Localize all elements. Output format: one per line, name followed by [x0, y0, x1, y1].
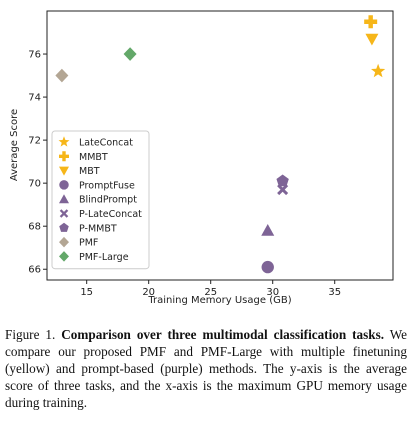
- legend-marker: [59, 194, 69, 204]
- point-p-lateconcat: [277, 184, 289, 196]
- caption-prefix: Figure 1.: [5, 327, 56, 342]
- y-tick-label: 68: [28, 222, 41, 233]
- caption-bold: Comparison over three multimodal classif…: [61, 327, 385, 342]
- y-tick-label: 72: [28, 136, 41, 147]
- y-tick-label: 70: [28, 179, 41, 190]
- point-pmf: [55, 68, 69, 83]
- point-blindprompt: [261, 224, 275, 236]
- legend-label: P-LateConcat: [79, 209, 142, 220]
- point-mmbt: [364, 15, 378, 29]
- legend-label: BlindPrompt: [79, 195, 137, 206]
- legend-marker: [59, 251, 69, 262]
- x-tick-label: 35: [328, 287, 341, 298]
- legend-label: LateConcat: [79, 138, 133, 149]
- y-tick-label: 76: [28, 50, 41, 61]
- legend-marker: [59, 222, 69, 232]
- figure-caption: Figure 1. Comparison over three multimod…: [5, 326, 407, 411]
- legend-marker: [59, 180, 69, 190]
- point-p-mmbt: [276, 174, 289, 187]
- legend-label: MBT: [79, 166, 100, 177]
- x-tick-label: 30: [266, 287, 279, 298]
- y-axis-label: Average Score: [9, 109, 20, 181]
- legend-label: P-MMBT: [79, 223, 117, 234]
- legend-marker: [59, 166, 69, 176]
- y-tick-label: 74: [28, 93, 41, 104]
- point-promptfuse: [261, 260, 274, 274]
- caption-text: We compare our proposed PMF and PMF-Larg…: [5, 327, 407, 410]
- point-lateconcat: [371, 63, 386, 78]
- x-tick-label: 20: [142, 287, 155, 298]
- x-tick-label: 15: [80, 287, 93, 298]
- y-tick-label: 66: [28, 265, 41, 276]
- legend-marker: [59, 209, 69, 218]
- legend-label: MMBT: [79, 152, 108, 163]
- legend-label: PMF-Large: [79, 252, 129, 263]
- x-tick-label: 25: [204, 287, 217, 298]
- legend-marker: [59, 151, 69, 162]
- legend-marker: [58, 136, 70, 147]
- legend-label: PromptFuse: [79, 180, 135, 191]
- point-mbt: [365, 33, 379, 46]
- legend-label: PMF: [79, 238, 98, 249]
- scatter-chart: 15 20 25 30 35 66 68 70 72 74 76 LateConcat MMBT MBT…: [9, 10, 394, 306]
- point-pmf-large: [123, 47, 137, 61]
- x-axis-label: Training Memory Usage (GB): [147, 295, 291, 306]
- legend-marker: [59, 236, 69, 248]
- legend-box: [51, 130, 150, 270]
